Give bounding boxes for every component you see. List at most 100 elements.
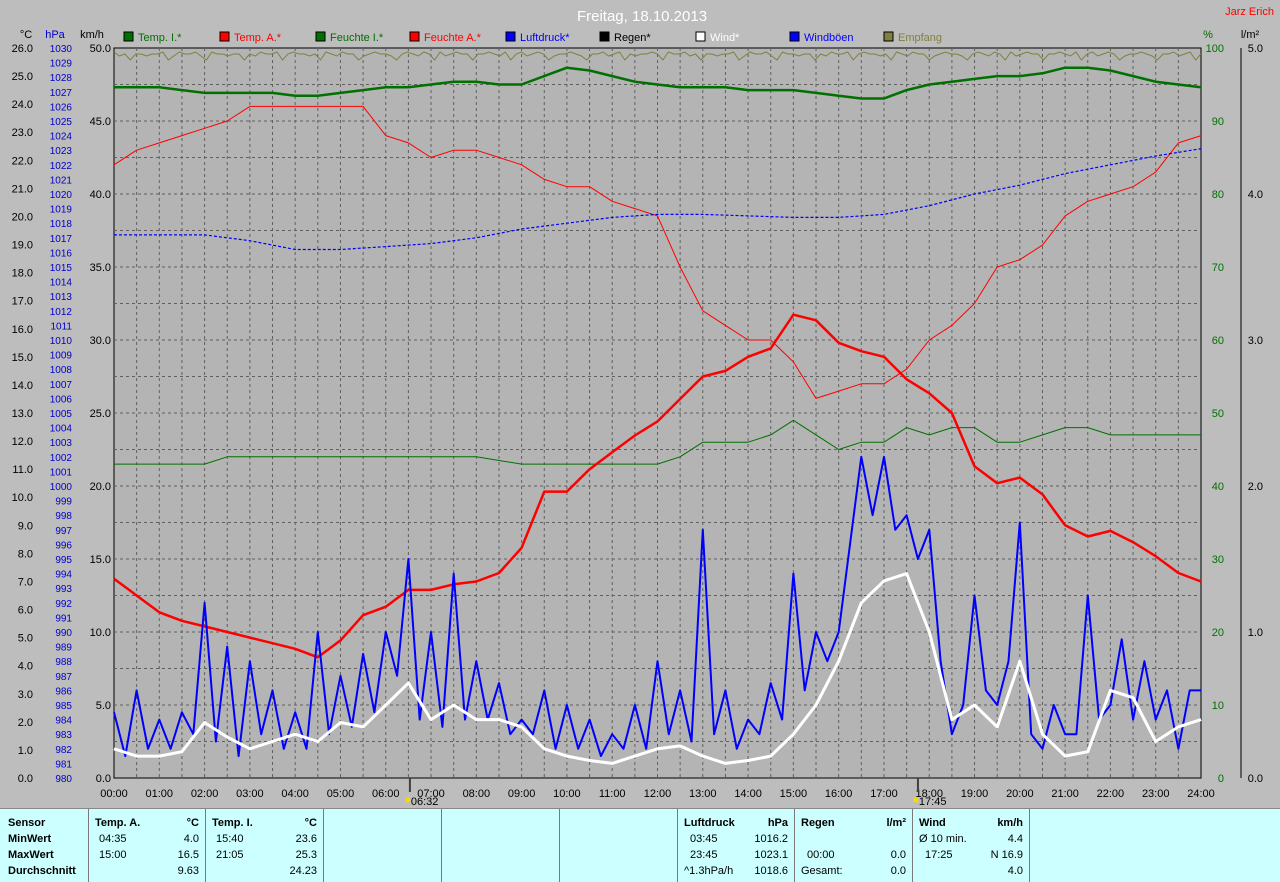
stats-temp-i-max-time: 21:05	[216, 849, 244, 861]
unit-temp-label: °C	[20, 29, 32, 41]
tick-label-time: 03:00	[236, 788, 264, 800]
tick-label-time: 06:00	[372, 788, 400, 800]
tick-label-pressure: 999	[55, 497, 72, 508]
tick-label-time: 21:00	[1051, 788, 1079, 800]
tick-label-time: 09:00	[508, 788, 536, 800]
legend-label: Feuchte A.*	[424, 32, 482, 44]
tick-label-humidity: 100	[1206, 43, 1224, 55]
tick-label-pressure: 1002	[50, 453, 73, 464]
sunrise-icon	[405, 797, 411, 803]
stats-sensor-header: Sensor	[8, 817, 46, 829]
statistics-panel: Sensor MinWert MaxWert Durchschnitt Temp…	[0, 808, 1280, 882]
series-wind-gust-line	[113, 455, 1201, 758]
tick-label-wind: 15.0	[90, 554, 111, 566]
unit-wind-label: km/h	[80, 29, 104, 41]
tick-label-rain: 5.0	[1248, 43, 1263, 55]
stats-col-rain: Regen l/m² 00:00 0.0 Gesamt: 0.0	[795, 809, 913, 882]
tick-label-pressure: 997	[55, 526, 72, 537]
stats-col-temp-i: Temp. I. °C 15:40 23.6 21:05 25.3 24.23	[206, 809, 324, 882]
tick-label-humidity: 0	[1218, 773, 1224, 785]
stats-temp-a-unit: °C	[186, 817, 199, 829]
tick-label-temp: 22.0	[12, 155, 33, 167]
tick-label-temp: 8.0	[18, 548, 33, 560]
chart-svg: 0.0 1.0 2.0 3.0 4.0 5.0 6.0 7.0 8.0 9.0 10.0 11.0 12…	[12, 6, 1274, 808]
tick-label-humidity: 60	[1212, 335, 1224, 347]
tick-label-pressure: 987	[55, 672, 72, 683]
tick-label-temp: 10.0	[12, 492, 33, 504]
series-humidity-outdoor-line	[113, 105, 1202, 399]
tick-label-pressure: 980	[55, 774, 72, 785]
tick-label-time: 20:00	[1006, 788, 1034, 800]
tick-label-pressure: 1023	[50, 146, 73, 157]
stats-col-empty-3	[560, 809, 678, 882]
tick-label-wind: 20.0	[90, 481, 111, 493]
stats-rain-total: 0.0	[890, 865, 906, 877]
tick-label-pressure: 1006	[50, 394, 73, 405]
weather-chart: 0.0 1.0 2.0 3.0 4.0 5.0 6.0 7.0 8.0 9.0 10.0 11.0 12…	[12, 6, 1274, 808]
tick-label-temp: 18.0	[12, 268, 33, 280]
tick-label-temp: 24.0	[12, 99, 33, 111]
unit-humidity-label: %	[1203, 29, 1213, 41]
tick-label-humidity: 50	[1212, 408, 1224, 420]
stats-col-sensor: Sensor MinWert MaxWert Durchschnitt	[0, 809, 89, 882]
stats-col-empty-2	[442, 809, 560, 882]
stats-pressure-trend: ^1.3hPa/h	[684, 865, 734, 877]
tick-label-time: 17:00	[870, 788, 898, 800]
tick-label-pressure: 1012	[50, 307, 73, 318]
legend-swatch	[599, 31, 610, 42]
tick-label-pressure: 1003	[50, 438, 73, 449]
tick-label-time: 00:00	[100, 788, 128, 800]
tick-label-pressure: 1016	[50, 248, 73, 259]
tick-label-temp: 5.0	[18, 633, 33, 645]
tick-label-wind: 50.0	[90, 43, 111, 55]
tick-label-temp: 15.0	[12, 352, 33, 364]
tick-label-pressure: 995	[55, 555, 72, 566]
tick-label-rain: 0.0	[1248, 773, 1263, 785]
tick-label-time: 14:00	[734, 788, 762, 800]
stats-temp-a-header: Temp. A.	[95, 817, 141, 829]
tick-label-pressure: 981	[55, 759, 72, 770]
legend-swatch	[409, 31, 420, 42]
stats-temp-a-max-time: 15:00	[99, 849, 127, 861]
stats-pressure-min-time: 03:45	[690, 833, 718, 845]
stats-row-avg-label: Durchschnitt	[8, 865, 76, 877]
series-temp-indoor-line	[114, 66, 1202, 100]
legend-label: Luftdruck*	[520, 32, 570, 44]
tick-label-temp: 13.0	[12, 408, 33, 420]
tick-label-pressure: 1029	[50, 59, 73, 70]
tick-label-pressure: 1001	[50, 467, 73, 478]
tick-label-temp: 4.0	[18, 661, 33, 673]
tick-label-pressure: 1010	[50, 336, 73, 347]
stats-row-max-label: MaxWert	[8, 849, 54, 861]
stats-temp-a-min-time: 04:35	[99, 833, 127, 845]
stats-wind-max-val: N 16.9	[990, 849, 1023, 861]
stats-rain-max-val: 0.0	[890, 849, 906, 861]
stats-temp-a-min-val: 4.0	[183, 833, 199, 845]
stats-col-pressure: Luftdruck hPa 03:45 1016.2 23:45 1023.1 …	[678, 809, 795, 882]
tick-label-pressure: 1027	[50, 88, 73, 99]
legend-swatch	[123, 31, 134, 42]
tick-label-rain: 4.0	[1248, 189, 1263, 201]
legend-swatch	[883, 31, 894, 42]
stats-rain-unit: l/m²	[886, 817, 906, 829]
stats-wind-min-val: 4.4	[1007, 833, 1023, 845]
tick-label-pressure: 1015	[50, 263, 73, 274]
tick-label-pressure: 991	[55, 613, 72, 624]
legend-swatch	[219, 31, 230, 42]
tick-label-pressure: 986	[55, 686, 72, 697]
tick-label-pressure: 989	[55, 643, 72, 654]
stats-pressure-max-val: 1023.1	[754, 849, 788, 861]
tick-label-temp: 3.0	[18, 689, 33, 701]
tick-label-pressure: 998	[55, 511, 72, 522]
chart-title: Freitag, 18.10.2013	[577, 8, 707, 25]
reception-line	[113, 51, 1202, 61]
tick-label-wind: 0.0	[96, 773, 111, 785]
tick-label-rain: 1.0	[1248, 627, 1263, 639]
tick-label-pressure: 1020	[50, 190, 73, 201]
stats-col-temp-a: Temp. A. °C 04:35 4.0 15:00 16.5 9.63	[89, 809, 206, 882]
stats-pressure-unit: hPa	[767, 817, 788, 829]
legend-swatch	[789, 31, 800, 42]
tick-label-temp: 14.0	[12, 380, 33, 392]
tick-label-wind: 10.0	[90, 627, 111, 639]
legend-label: Temp. A.*	[234, 32, 282, 44]
